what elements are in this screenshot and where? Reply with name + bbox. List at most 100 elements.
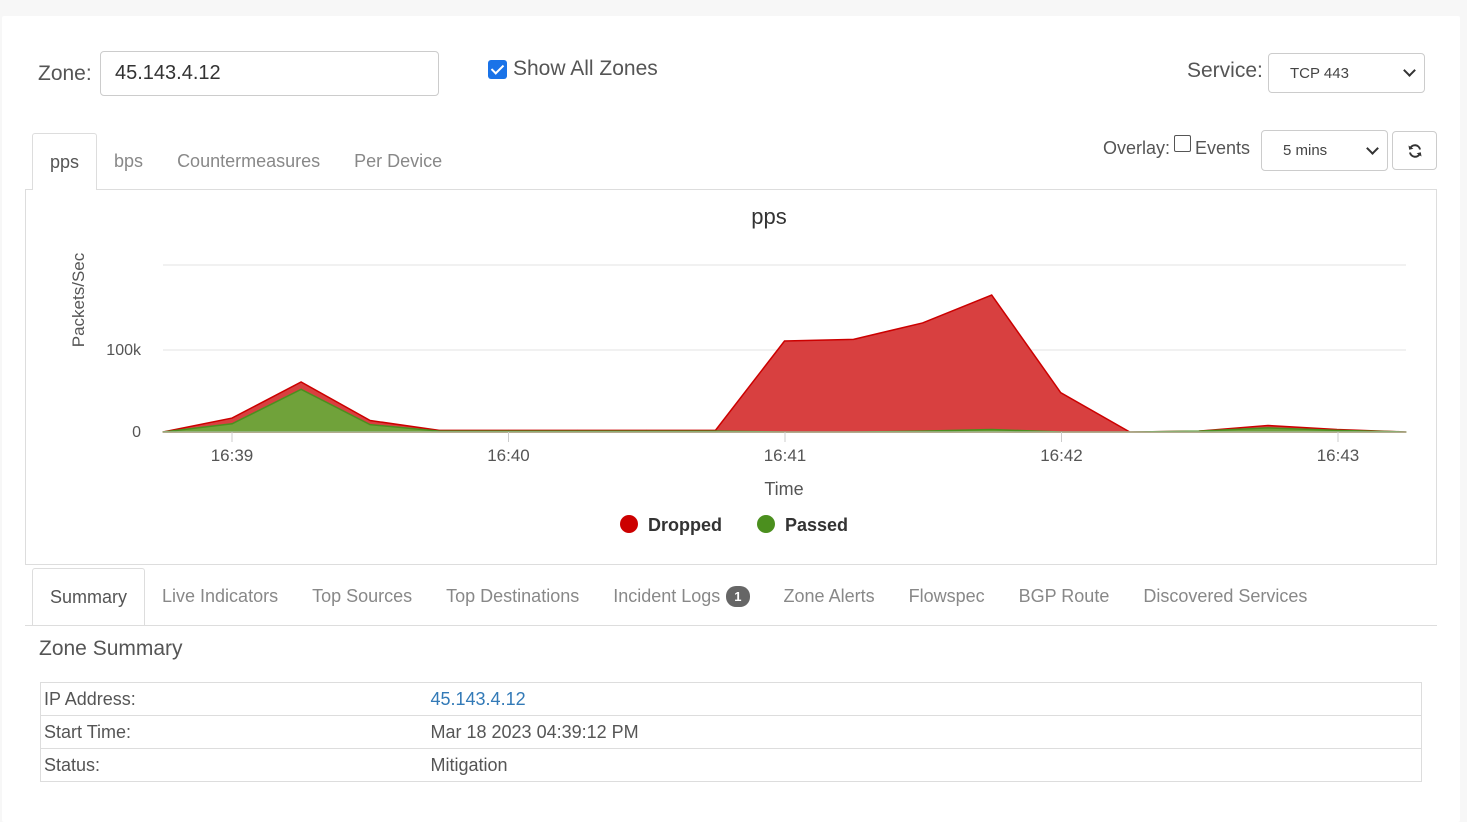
tab-label: BGP Route	[1018, 586, 1110, 606]
service-select[interactable]: TCP 443	[1268, 53, 1425, 93]
chevron-down-icon	[1366, 141, 1379, 155]
data-point-passed	[576, 430, 578, 432]
table-row: IP Address: 45.143.4.12	[40, 682, 1422, 716]
tab-label: Top Destinations	[446, 586, 580, 606]
tab-top-destinations[interactable]: Top Destinations	[429, 568, 596, 625]
data-point-passed	[438, 430, 440, 432]
tab-label: Top Sources	[312, 586, 413, 606]
y-tick-label: 100k	[106, 342, 142, 359]
start-time-value: Mar 18 2023 04:39:12 PM	[427, 715, 1422, 749]
tab-label: Live Indicators	[162, 586, 279, 606]
ip-address-label: IP Address:	[40, 682, 428, 716]
tab-zone-alerts[interactable]: Zone Alerts	[767, 568, 892, 625]
data-point-passed	[1267, 427, 1269, 429]
zone-input[interactable]	[100, 51, 439, 96]
chevron-down-icon	[1403, 64, 1416, 77]
tab-label: Zone Alerts	[783, 586, 875, 606]
y-tick-label: 0	[132, 424, 141, 441]
chart-areas	[162, 294, 1407, 433]
data-point-passed	[991, 429, 993, 431]
legend-marker	[757, 515, 775, 533]
data-point-dropped	[853, 338, 855, 340]
tab-summary[interactable]: Summary	[32, 568, 146, 625]
data-point-dropped	[369, 420, 371, 422]
status-value: Mitigation	[427, 748, 1422, 782]
time-range-select[interactable]: 5 mins	[1261, 130, 1388, 171]
tabs-divider	[25, 625, 1437, 626]
zone-summary-table: IP Address: 45.143.4.12 Start Time: Mar …	[40, 682, 1422, 782]
chart-y-axis: 0 100k	[106, 342, 142, 441]
events-label: Events	[1195, 138, 1251, 158]
data-point-passed	[1198, 430, 1200, 432]
tab-countermeasures[interactable]: Countermeasures	[177, 151, 321, 171]
time-range-value: 5 mins	[1283, 142, 1328, 159]
data-point-passed	[231, 423, 233, 425]
data-point-dropped	[1267, 424, 1269, 426]
refresh-icon	[1408, 143, 1421, 158]
tab-incident-logs[interactable]: Incident Logs 1	[596, 568, 766, 625]
tab-flowspec[interactable]: Flowspec	[892, 568, 1002, 625]
x-tick-label: 16:41	[764, 446, 807, 465]
tab-discovered-services[interactable]: Discovered Services	[1126, 568, 1324, 625]
chart-title: pps	[751, 204, 786, 229]
show-all-zones-checkbox[interactable]	[488, 59, 507, 79]
x-tick-label: 16:42	[1040, 446, 1083, 465]
table-row: Status: Mitigation	[40, 748, 1422, 782]
legend-label: Passed	[785, 515, 848, 535]
chart-legend: Dropped Passed	[620, 515, 848, 535]
tab-bps[interactable]: bps	[114, 151, 144, 171]
data-point-passed	[369, 424, 371, 426]
series-area-dropped	[162, 294, 1407, 433]
chart-x-axis-title: Time	[764, 479, 803, 499]
data-point-dropped	[922, 322, 924, 324]
zone-summary-title: Zone Summary	[39, 637, 183, 660]
data-point-passed	[300, 388, 302, 390]
tab-per-device[interactable]: Per Device	[354, 151, 443, 171]
events-checkbox[interactable]	[1174, 135, 1192, 152]
legend-marker	[620, 515, 638, 533]
start-time-label: Start Time:	[40, 715, 428, 749]
chart-container: pps 16:39 16:40 16:41 16:42 16:43 0 100k Pack…	[25, 189, 1437, 565]
tab-label: Flowspec	[908, 586, 985, 606]
chart-y-axis-title: Packets/Sec	[69, 252, 88, 347]
legend-item-dropped[interactable]: Dropped	[620, 515, 722, 535]
ip-address-link[interactable]: 45.143.4.12	[430, 688, 526, 709]
data-point-dropped	[784, 340, 785, 342]
data-point-dropped	[231, 417, 233, 419]
service-select-value: TCP 443	[1290, 64, 1349, 82]
data-point-passed	[714, 430, 716, 432]
tab-pps[interactable]: pps	[32, 133, 98, 190]
status-label: Status:	[40, 748, 428, 782]
table-row: Start Time: Mar 18 2023 04:39:12 PM	[40, 715, 1422, 749]
tab-label: Summary	[50, 586, 128, 607]
chart-tabs: pps bps Countermeasures Per Device	[32, 133, 459, 190]
data-point-dropped	[300, 381, 302, 383]
overlay-label: Overlay:	[1103, 138, 1171, 158]
data-point-dropped	[991, 294, 993, 296]
data-point-passed	[507, 430, 509, 432]
tab-label: Discovered Services	[1143, 586, 1308, 606]
detail-tabs: Summary Live Indicators Top Sources Top Des…	[32, 568, 1324, 625]
chart-x-axis: 16:39 16:40 16:41 16:42 16:43	[163, 431, 1406, 465]
pps-chart: pps 16:39 16:40 16:41 16:42 16:43 0 100k Pack…	[69, 204, 1407, 535]
incident-count-badge: 1	[726, 586, 750, 607]
x-tick-label: 16:39	[211, 446, 254, 465]
show-all-zones-label: Show All Zones	[513, 57, 658, 80]
data-point-passed	[922, 430, 924, 432]
x-tick-label: 16:40	[487, 446, 530, 465]
show-all-zones-toggle[interactable]: Show All Zones	[488, 57, 658, 81]
data-point-dropped	[1060, 392, 1062, 394]
legend-item-passed[interactable]: Passed	[757, 515, 848, 535]
x-tick-label: 16:43	[1317, 446, 1360, 465]
data-point-passed	[645, 430, 647, 432]
tab-bgp-route[interactable]: BGP Route	[1002, 568, 1127, 625]
overlay-controls: Overlay: Events	[1103, 135, 1251, 159]
refresh-button[interactable]	[1392, 131, 1437, 170]
zone-label: Zone:	[38, 62, 92, 85]
tab-label: Incident Logs	[613, 586, 721, 606]
legend-label: Dropped	[648, 515, 722, 535]
tab-top-sources[interactable]: Top Sources	[295, 568, 429, 625]
service-label: Service:	[1187, 59, 1263, 82]
tab-live-indicators[interactable]: Live Indicators	[145, 568, 295, 625]
data-point-passed	[1336, 429, 1338, 431]
